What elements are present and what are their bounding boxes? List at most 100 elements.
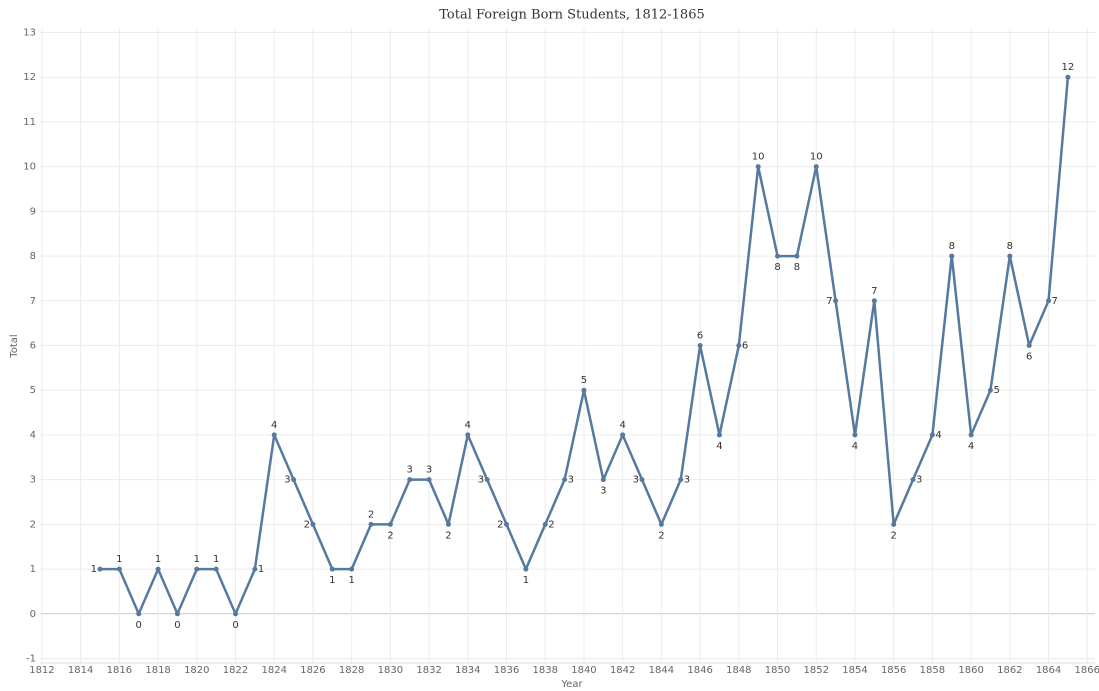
data-label: 1 xyxy=(348,575,354,586)
data-label: 3 xyxy=(426,465,432,476)
data-point xyxy=(407,477,413,483)
x-tick-label: 1814 xyxy=(68,665,93,676)
data-label: 6 xyxy=(697,331,703,342)
data-point xyxy=(871,298,877,304)
x-tick-label: 1826 xyxy=(300,665,325,676)
data-point xyxy=(1065,74,1071,80)
data-label: 10 xyxy=(810,152,823,163)
data-label: 1 xyxy=(194,554,200,565)
data-label: 1 xyxy=(155,554,161,565)
y-tick-label: 12 xyxy=(23,72,36,83)
data-label: 2 xyxy=(387,530,393,541)
y-tick-label: 6 xyxy=(30,341,36,352)
x-tick-label: 1832 xyxy=(416,665,441,676)
data-label: 2 xyxy=(497,519,503,530)
x-tick-label: 1836 xyxy=(494,665,519,676)
data-label: 2 xyxy=(890,530,896,541)
x-tick-label: 1852 xyxy=(804,665,829,676)
data-point xyxy=(949,253,955,259)
y-tick-label: 5 xyxy=(30,385,36,396)
data-point xyxy=(368,521,374,527)
data-label: 1 xyxy=(213,554,219,565)
x-tick-label: 1856 xyxy=(881,665,906,676)
data-point xyxy=(794,253,800,259)
data-point xyxy=(987,387,993,393)
data-label: 2 xyxy=(658,530,664,541)
data-label: 0 xyxy=(232,620,238,631)
x-tick-label: 1858 xyxy=(920,665,945,676)
data-point xyxy=(775,253,781,259)
data-label: 3 xyxy=(633,475,639,486)
data-label: 6 xyxy=(742,341,748,352)
data-label: 0 xyxy=(136,620,142,631)
data-label: 3 xyxy=(284,475,290,486)
x-tick-label: 1864 xyxy=(1036,665,1061,676)
data-label: 2 xyxy=(445,530,451,541)
x-tick-label: 1822 xyxy=(223,665,248,676)
data-label: 4 xyxy=(968,441,974,452)
data-label: 7 xyxy=(826,296,832,307)
data-point xyxy=(136,611,142,617)
x-tick-label: 1830 xyxy=(378,665,403,676)
x-axis-label: Year xyxy=(560,679,583,690)
data-point xyxy=(542,521,548,527)
data-point xyxy=(891,521,897,527)
data-point xyxy=(697,343,703,348)
data-label: 10 xyxy=(752,152,765,163)
x-tick-label: 1846 xyxy=(687,665,712,676)
data-label: 2 xyxy=(368,509,374,520)
data-label: 2 xyxy=(548,519,554,530)
x-tick-label: 1838 xyxy=(533,665,558,676)
x-tick-label: 1842 xyxy=(610,665,635,676)
data-label: 4 xyxy=(271,420,277,431)
data-label: 6 xyxy=(1026,352,1032,363)
data-label: 1 xyxy=(91,564,97,575)
data-point xyxy=(174,611,180,617)
data-point xyxy=(213,566,219,572)
data-point xyxy=(678,477,684,483)
x-tick-label: 1854 xyxy=(842,665,867,676)
data-point xyxy=(639,477,645,483)
data-point xyxy=(271,432,277,438)
x-tick-label: 1860 xyxy=(958,665,983,676)
data-point xyxy=(329,566,335,572)
y-tick-label: 3 xyxy=(30,475,36,486)
data-label: 8 xyxy=(949,241,955,252)
data-label: 4 xyxy=(465,420,471,431)
data-point xyxy=(716,432,722,438)
x-tick-label: 1850 xyxy=(765,665,790,676)
data-point xyxy=(426,477,432,483)
data-label: 8 xyxy=(1007,241,1013,252)
data-point xyxy=(1007,253,1013,259)
data-point xyxy=(1046,298,1052,304)
data-point xyxy=(755,164,761,170)
x-tick-label: 1816 xyxy=(107,665,132,676)
data-label: 1 xyxy=(329,575,335,586)
y-tick-label: 11 xyxy=(23,117,36,128)
data-point xyxy=(387,521,393,527)
data-label: 1 xyxy=(523,575,529,586)
data-label: 1 xyxy=(258,564,264,575)
data-point xyxy=(465,432,471,438)
data-point xyxy=(813,164,819,170)
data-label: 4 xyxy=(935,430,941,441)
data-point xyxy=(968,432,974,438)
y-tick-label: 2 xyxy=(30,519,36,530)
y-tick-label: 0 xyxy=(30,609,36,620)
data-label: 5 xyxy=(581,375,587,386)
y-axis-label: Total xyxy=(9,334,20,358)
data-label: 12 xyxy=(1062,62,1075,73)
y-tick-label: 1 xyxy=(30,564,36,575)
data-point xyxy=(852,432,858,438)
data-point xyxy=(484,477,490,483)
data-point xyxy=(504,521,510,527)
data-label: 7 xyxy=(871,286,877,297)
data-label: 2 xyxy=(304,519,310,530)
data-point xyxy=(910,477,916,483)
data-label: 8 xyxy=(794,262,800,273)
data-label: 3 xyxy=(916,475,922,486)
x-tick-label: 1812 xyxy=(29,665,54,676)
data-label: 3 xyxy=(407,465,413,476)
data-label: 3 xyxy=(478,475,484,486)
data-point xyxy=(523,566,529,572)
